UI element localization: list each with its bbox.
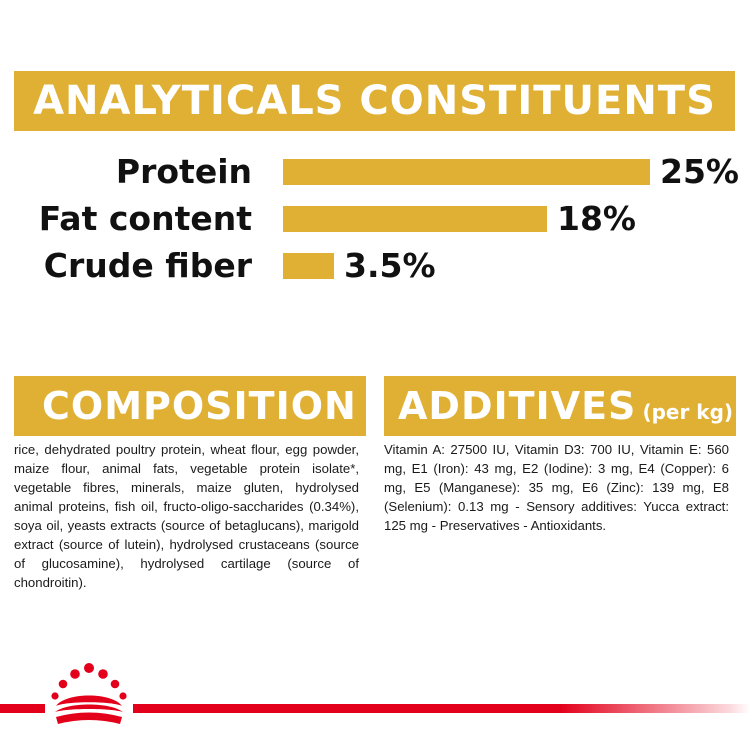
analytics-title: ANALYTICALS CONSTITUENTS: [33, 78, 716, 124]
additives-subtitle: (per kg): [642, 400, 734, 424]
nutrient-bar: [283, 206, 547, 232]
nutrient-value: 3.5%: [344, 246, 436, 285]
additives-text: Vitamin A: 27500 IU, Vitamin D3: 700 IU,…: [384, 442, 729, 533]
nutrient-row-fat: Fat content 18%: [0, 197, 750, 241]
nutrient-bar: [283, 253, 334, 279]
composition-title: COMPOSITION: [42, 384, 357, 428]
additives-title: ADDITIVES: [398, 384, 637, 428]
nutrient-row-protein: Protein 25%: [0, 150, 750, 194]
additives-banner: ADDITIVES (per kg): [384, 376, 736, 436]
footer-brand-line: [0, 704, 750, 713]
analytics-banner: ANALYTICALS CONSTITUENTS: [14, 71, 735, 131]
nutrient-value: 18%: [557, 199, 636, 238]
nutrient-row-fiber: Crude fiber 3.5%: [0, 244, 750, 288]
crown-icon: [51, 663, 127, 724]
nutrient-label: Protein: [115, 152, 252, 191]
nutrient-label: Fat content: [38, 199, 252, 238]
nutrient-label: Crude fiber: [43, 246, 252, 285]
nutrient-value: 25%: [660, 152, 739, 191]
composition-banner: COMPOSITION: [14, 376, 366, 436]
nutrient-bar: [283, 159, 650, 185]
composition-text: rice, dehydrated poultry protein, wheat …: [14, 442, 359, 590]
